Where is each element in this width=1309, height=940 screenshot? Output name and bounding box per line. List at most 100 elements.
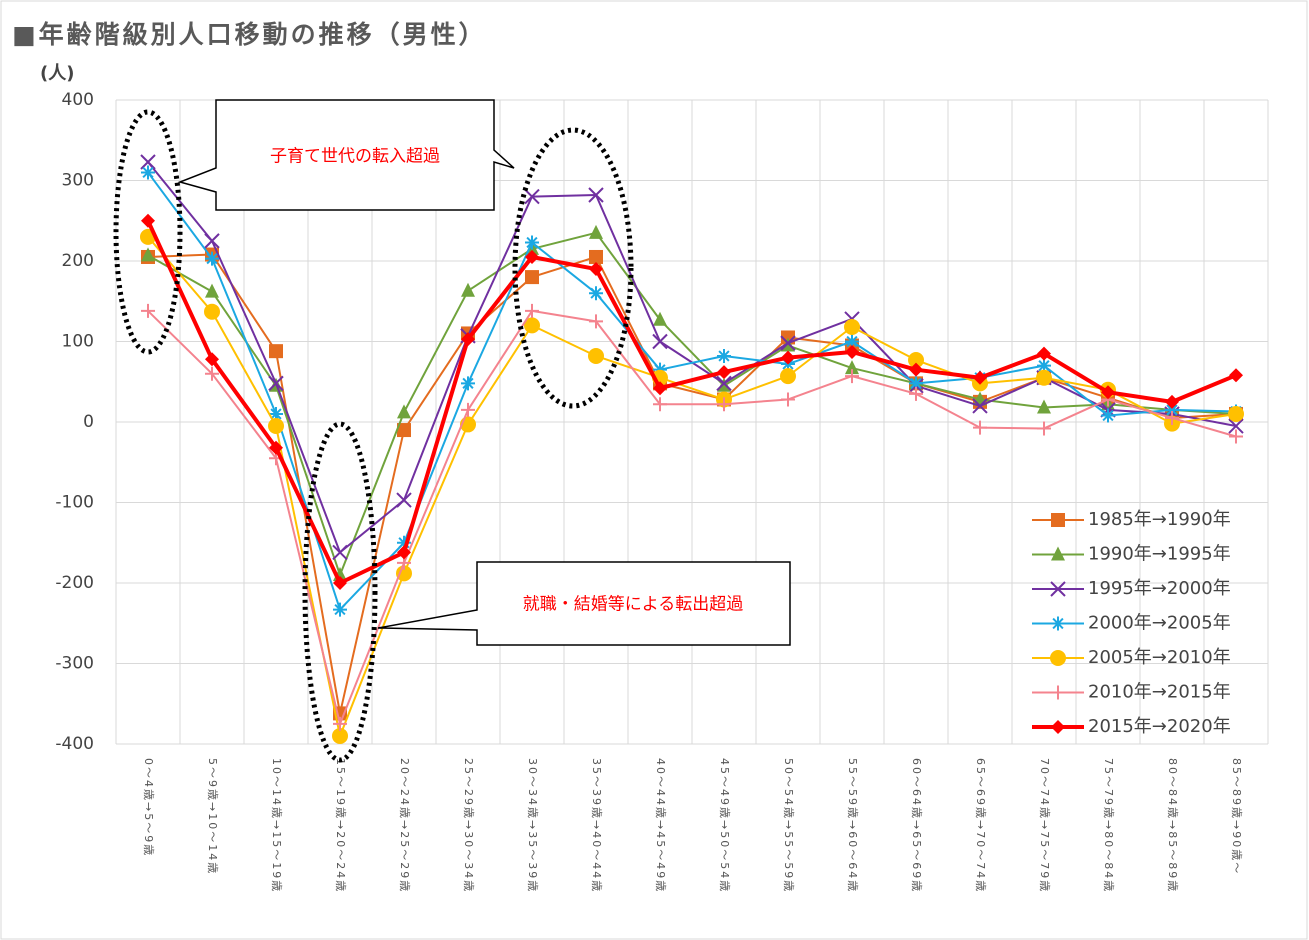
- marker: [333, 602, 347, 617]
- marker: [141, 303, 155, 318]
- legend-label: 2000年→2005年: [1088, 613, 1231, 634]
- marker: [653, 397, 667, 412]
- highlight-ellipse: [113, 109, 183, 355]
- marker: [1037, 399, 1051, 414]
- marker: [461, 282, 475, 297]
- marker: [205, 366, 219, 381]
- series-line: [147, 309, 1237, 725]
- marker: [141, 247, 155, 262]
- annotation: 就職・結婚等による転出超過: [523, 595, 744, 615]
- series: [141, 303, 1243, 731]
- marker: [332, 727, 348, 744]
- marker: [588, 187, 604, 203]
- marker: [652, 333, 668, 350]
- y-axis-label: (人): [40, 63, 74, 84]
- marker: [589, 286, 603, 301]
- marker: [717, 397, 731, 412]
- x-tick-label: 60～64歳→65～69歳: [910, 758, 923, 893]
- marker: [205, 352, 219, 367]
- x-tick-label: 70～74歳→75～79歳: [1038, 758, 1051, 893]
- x-tick-label: 15～19歳→20～24歳: [334, 758, 347, 893]
- marker: [269, 344, 283, 359]
- marker: [1037, 421, 1051, 436]
- marker: [717, 377, 731, 392]
- marker: [781, 392, 795, 407]
- legend-label: 1990年→1995年: [1088, 544, 1231, 565]
- marker: [717, 348, 731, 363]
- y-tick-label: -200: [55, 573, 94, 593]
- annotation: 子育て世代の転入超過: [270, 147, 440, 167]
- marker: [141, 213, 155, 228]
- marker: [1051, 685, 1065, 700]
- legend-label: 2005年→2010年: [1088, 647, 1231, 668]
- marker: [717, 365, 731, 380]
- marker: [525, 249, 539, 264]
- marker: [844, 319, 860, 336]
- marker: [1037, 358, 1051, 373]
- marker: [1051, 616, 1065, 631]
- marker: [1050, 650, 1066, 666]
- marker: [204, 233, 220, 249]
- callout: [177, 99, 515, 211]
- marker: [589, 224, 603, 239]
- marker: [1229, 368, 1243, 383]
- marker: [525, 270, 539, 285]
- marker: [1228, 418, 1244, 434]
- callout: [377, 561, 791, 646]
- marker: [397, 423, 411, 438]
- x-tick-label: 40～44歳→45～49歳: [654, 758, 667, 893]
- marker: [396, 492, 412, 508]
- marker: [1165, 410, 1179, 425]
- marker: [588, 347, 604, 364]
- marker: [973, 420, 987, 435]
- y-tick-label: -100: [55, 493, 94, 513]
- series: [141, 213, 1243, 590]
- marker: [845, 334, 859, 349]
- legend-label: 1995年→2000年: [1088, 578, 1231, 599]
- x-tick-label: 35～39歳→40～44歳: [590, 758, 603, 893]
- marker: [524, 188, 540, 205]
- x-tick-label: 65～69歳→70～74歳: [974, 758, 987, 893]
- highlight-ellipse: [512, 127, 634, 409]
- marker: [973, 370, 987, 385]
- marker: [845, 344, 859, 359]
- marker: [653, 381, 667, 396]
- x-tick-label: 45～49歳→50～54歳: [718, 758, 731, 893]
- marker: [781, 337, 795, 352]
- marker: [1228, 405, 1244, 422]
- marker: [332, 544, 348, 561]
- legend-label: 2010年→2015年: [1088, 682, 1231, 703]
- legend-label: 1985年→1990年: [1088, 509, 1231, 530]
- marker: [780, 368, 796, 385]
- marker: [525, 303, 539, 318]
- marker: [1165, 402, 1179, 417]
- marker: [589, 249, 603, 264]
- marker: [140, 154, 156, 170]
- marker: [525, 235, 539, 250]
- y-tick-label: 300: [62, 171, 94, 191]
- chart-title: ■年齢階級別人口移動の推移（男性）: [12, 20, 487, 49]
- marker: [1229, 429, 1243, 444]
- series-line: [146, 219, 1237, 585]
- marker: [205, 283, 219, 298]
- marker: [268, 375, 284, 392]
- marker: [333, 716, 347, 731]
- series-line: [147, 236, 1237, 737]
- marker: [268, 418, 284, 435]
- marker: [1101, 385, 1115, 400]
- marker: [1036, 369, 1052, 386]
- marker: [1051, 546, 1065, 561]
- y-tick-label: 200: [62, 251, 94, 271]
- marker: [589, 262, 603, 277]
- x-tick-label: 10～14歳→15～19歳: [270, 758, 283, 893]
- y-tick-label: 400: [62, 90, 94, 110]
- marker: [780, 335, 796, 351]
- x-tick-label: 80～84歳→85～89歳: [1166, 758, 1179, 893]
- marker: [204, 303, 220, 320]
- x-tick-label: 75～79歳→80～84歳: [1102, 758, 1115, 893]
- marker: [396, 565, 412, 582]
- marker: [653, 362, 667, 377]
- y-tick-label: 100: [62, 332, 94, 352]
- marker: [461, 376, 475, 391]
- marker: [1051, 513, 1065, 527]
